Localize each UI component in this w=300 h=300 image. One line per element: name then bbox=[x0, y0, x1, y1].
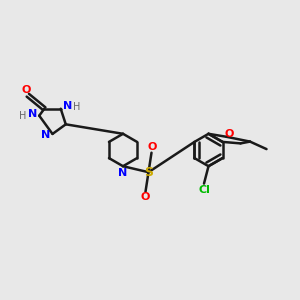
Text: O: O bbox=[224, 129, 234, 139]
Text: S: S bbox=[144, 166, 153, 179]
Text: O: O bbox=[141, 192, 150, 202]
Text: N: N bbox=[28, 109, 37, 119]
Text: O: O bbox=[22, 85, 31, 95]
Text: H: H bbox=[73, 102, 80, 112]
Text: Cl: Cl bbox=[198, 184, 210, 195]
Text: N: N bbox=[118, 168, 127, 178]
Text: N: N bbox=[63, 101, 72, 111]
Text: N: N bbox=[41, 130, 50, 140]
Text: O: O bbox=[147, 142, 157, 152]
Text: H: H bbox=[19, 111, 26, 121]
